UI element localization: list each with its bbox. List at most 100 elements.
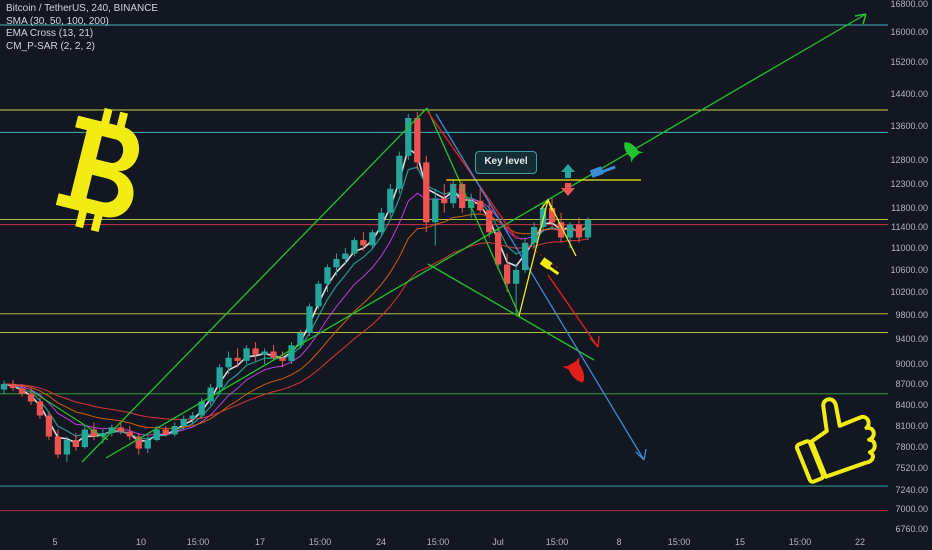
candlesticks [0, 112, 592, 462]
candle-body [225, 357, 232, 368]
time-tick-label: 5 [52, 537, 57, 547]
candle-body [459, 184, 466, 208]
candle-body [584, 219, 592, 238]
time-tick-label: 17 [255, 537, 265, 547]
time-tick-label: 15:00 [309, 537, 332, 547]
candle-body [261, 351, 268, 355]
bitcoin-logo-icon [55, 107, 139, 233]
rocket-icon [624, 142, 644, 163]
candle-body [306, 306, 313, 333]
moving-average-line [3, 192, 589, 436]
candle-body [162, 429, 169, 435]
candle-body [63, 440, 71, 455]
price-tick-label: 7800.00 [895, 442, 928, 452]
candle-body [512, 270, 520, 284]
horizontal-levels [0, 24, 888, 512]
candle-body [0, 384, 8, 390]
time-tick-label: 15:00 [187, 537, 210, 547]
candle-body [72, 440, 80, 447]
gavel-icon [589, 165, 616, 178]
key-level-label: Key level [475, 151, 537, 174]
candle-body [144, 440, 151, 449]
candle-body [279, 357, 286, 361]
candle-body [575, 224, 583, 238]
price-tick-label: 6760.00 [895, 524, 928, 534]
price-tick-label: 16800.00 [890, 0, 928, 9]
candle-body [207, 387, 214, 402]
time-tick-label: Jul [492, 537, 504, 547]
price-tick-label: 15200.00 [890, 57, 928, 67]
time-tick-label: 22 [855, 537, 865, 547]
candle-body [423, 162, 430, 223]
candle-body [405, 118, 412, 156]
price-tick-label: 10200.00 [890, 287, 928, 297]
price-tick-label: 11400.00 [891, 222, 928, 232]
lower-channel-line [105, 13, 867, 459]
candle-body [234, 357, 241, 361]
red-projection-line [547, 274, 599, 348]
candle-body [36, 401, 44, 416]
candle-body [54, 436, 62, 455]
candle-body [252, 348, 259, 355]
candle-body [432, 198, 439, 223]
wedge-bottom-line [427, 263, 595, 361]
candle-body [270, 351, 277, 358]
candle-body [117, 427, 124, 432]
price-axis: 16800.00 16000.00 15200.00 14400.00 13600.00… [890, 0, 928, 534]
time-tick-label: 15:00 [546, 537, 569, 547]
candle-body [171, 426, 178, 435]
time-axis: 5 10 15:00 17 15:00 24 15:00 Jul 15:00 8 15:00 15 15… [52, 537, 865, 547]
trend-drawings [29, 13, 867, 463]
candle-body [135, 436, 142, 449]
wedge-top-line [426, 107, 521, 318]
candle-body [548, 208, 556, 223]
candle-body [81, 429, 89, 447]
candle-body [342, 253, 349, 259]
price-tick-label: 16000.00 [890, 27, 928, 37]
price-tick-label: 7000.00 [895, 504, 928, 514]
price-tick-label: 9000.00 [895, 359, 928, 369]
price-tick-label: 8100.00 [895, 421, 928, 431]
candle-body [126, 431, 133, 437]
thumbs-up-icon [794, 397, 877, 484]
blue-target-line [435, 113, 645, 461]
candle-body [243, 348, 250, 361]
candle-body [9, 384, 17, 389]
candle-body [297, 333, 304, 346]
time-tick-label: 24 [376, 537, 386, 547]
price-tick-label: 12800.00 [890, 155, 928, 165]
candle-body [180, 419, 187, 426]
time-tick-label: 8 [616, 537, 621, 547]
candle-body [27, 393, 35, 402]
price-tick-label: 11000.00 [891, 243, 928, 253]
candle-body [396, 155, 403, 189]
time-tick-label: 15:00 [427, 537, 450, 547]
gavel-icon-yellow [539, 257, 560, 276]
time-tick-label: 15:00 [668, 537, 691, 547]
chart-legend: Bitcoin / TetherUS, 240, BINANCE SMA (30… [6, 3, 158, 53]
candle-body [378, 212, 385, 233]
moving-average-line [3, 238, 589, 420]
candle-body [450, 184, 457, 204]
price-tick-label: 14400.00 [890, 89, 928, 99]
green-arrowhead [854, 13, 867, 25]
red-arrowhead [589, 335, 600, 348]
dashed-top-line [445, 179, 561, 271]
candle-body [189, 415, 196, 419]
price-tick-label: 9800.00 [895, 310, 928, 320]
candle-body [288, 345, 295, 361]
time-tick-label: 10 [136, 537, 146, 547]
candle-body [530, 227, 538, 243]
legend-title: Bitcoin / TetherUS, 240, BINANCE [6, 3, 159, 14]
channel-left-edge [29, 389, 109, 441]
candle-body [90, 429, 97, 437]
annotation-icons [55, 107, 877, 484]
price-tick-label: 7520.00 [895, 463, 928, 473]
candle-body [153, 429, 160, 440]
candle-body [333, 259, 340, 268]
arrow-down-icon [561, 183, 575, 196]
legend-sma: SMA (30, 50, 100, 200) [6, 15, 109, 27]
candle-body [198, 401, 205, 416]
price-tick-label: 9400.00 [895, 334, 928, 344]
